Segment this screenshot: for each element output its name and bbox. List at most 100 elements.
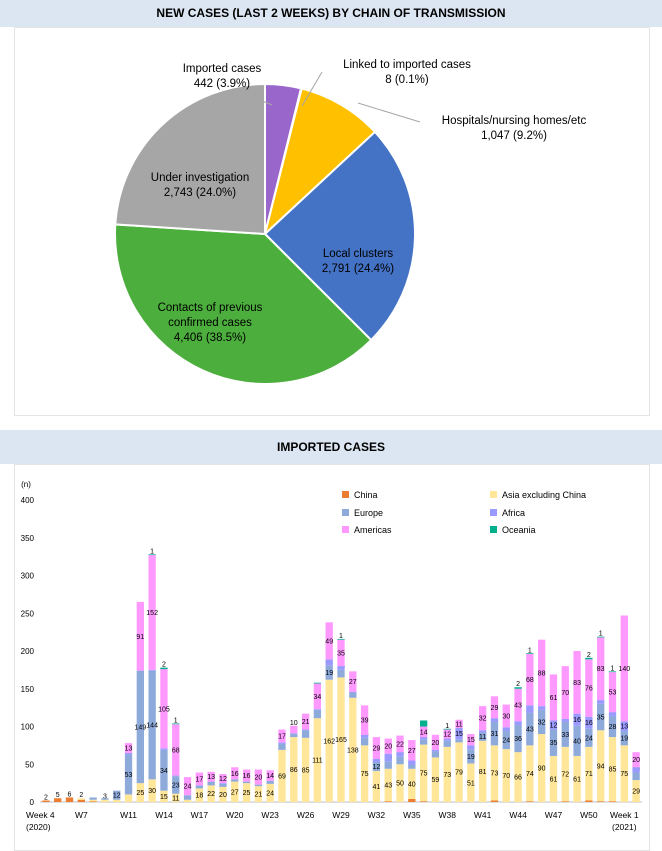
bar-segment-asia-excluding-china [77, 798, 85, 800]
bar-segment-africa [526, 705, 534, 713]
bar-segment-americas [301, 713, 310, 730]
bar-segment-africa [443, 738, 451, 741]
bar-segment-oceania [514, 687, 522, 689]
bar-segment-europe [455, 739, 463, 743]
bar-segment-asia-excluding-china [573, 755, 581, 802]
bar-data-label: 75 [620, 771, 628, 778]
bar-segment-americas [136, 601, 144, 671]
bar-segment-africa [585, 716, 593, 729]
legend-swatch-asia-excluding-china [490, 491, 497, 498]
bar-data-label: 1 [445, 723, 449, 730]
bar-segment-oceania [608, 671, 617, 673]
bar-segment-africa [396, 752, 404, 757]
pie-label-contacts-of-previous: Contacts of previous [158, 302, 263, 314]
bar-segment-europe [113, 790, 121, 800]
bar-segment-africa [172, 775, 180, 777]
bar-segment-europe [478, 732, 487, 741]
bar-segment-americas [278, 729, 286, 743]
bar-data-label: 1 [599, 631, 603, 638]
bar-segment-europe [325, 665, 333, 680]
pie-chart: Imported cases 442 (3.9%) Linked to import… [114, 59, 586, 385]
bar-segment-africa [325, 659, 333, 666]
bar-data-label: 1 [611, 665, 615, 672]
bar-segment-americas [242, 769, 251, 782]
pie-value-local-clusters: 2,791 (24.4%) [322, 263, 394, 275]
bar-segment-europe [337, 669, 345, 678]
legend-label-americas: Americas [354, 525, 392, 535]
bar-segment-asia-excluding-china [455, 742, 463, 802]
x-tick-label: W32 [368, 810, 386, 820]
bar-segment-americas [467, 734, 475, 746]
bar-segment-americas [325, 622, 333, 660]
bar-data-label: 61 [573, 776, 581, 783]
bar-segment-asia-excluding-china [183, 799, 192, 802]
bar-data-label: 32 [479, 716, 487, 723]
pie-value-imported-cases: 442 (3.9%) [194, 78, 250, 90]
bar-segment-asia-excluding-china [360, 745, 369, 803]
bar-segment-africa [301, 729, 310, 731]
bar-data-label: 83 [573, 680, 581, 687]
bar-data-label: 34 [160, 768, 168, 775]
bar-data-label: 49 [325, 638, 333, 645]
bar-data-label: 162 [323, 738, 335, 745]
pie-label-local-clusters: Local clusters [323, 248, 394, 260]
y-axis-unit: (n) [21, 480, 31, 489]
bar-data-label: 43 [526, 727, 534, 734]
bar-segment-asia-excluding-china [301, 737, 310, 802]
bar-segment-asia-excluding-china [443, 746, 451, 802]
bar-data-label: 75 [420, 770, 428, 777]
bar-data-label: 2 [162, 662, 166, 669]
bar-segment-africa [372, 758, 381, 762]
bar-segment-europe [526, 712, 534, 746]
bar-segment-asia-excluding-china [219, 786, 227, 802]
bar-segment-europe [360, 737, 369, 746]
y-tick-label: 50 [25, 760, 34, 769]
bar-segment-americas [585, 659, 593, 717]
legend-label-africa: Africa [502, 508, 525, 518]
y-tick-label: 150 [21, 685, 35, 694]
bar-data-label: 19 [325, 670, 333, 677]
bar-data-label: 50 [396, 781, 404, 788]
bar-data-label: 43 [384, 783, 392, 790]
bar-segment-africa [360, 734, 369, 738]
bar-data-label: 22 [396, 741, 404, 748]
bar-segment-americas [254, 769, 263, 785]
bar-segment-oceania [419, 720, 428, 727]
bar-data-label: 32 [538, 719, 546, 726]
bar-segment-americas [526, 654, 534, 706]
bar-segment-asia-excluding-china [384, 768, 392, 802]
bar-segment-china [42, 800, 50, 802]
bar-data-label: 41 [373, 784, 381, 791]
x-tick-label: W47 [545, 810, 563, 820]
bar-segment-china [54, 798, 62, 802]
bar-segment-asia-excluding-china [266, 783, 274, 802]
legend-swatch-americas [342, 526, 349, 533]
bar-segment-americas [549, 674, 558, 721]
bar-data-label: 53 [125, 772, 133, 779]
bar-data-label: 79 [455, 770, 463, 777]
bar-data-label: 53 [609, 690, 617, 697]
bar-data-label: 88 [538, 670, 546, 677]
bar-segment-china [585, 800, 593, 802]
bar-segment-europe [313, 709, 322, 719]
bar-data-label: 68 [526, 677, 534, 684]
bar-data-label: 61 [550, 776, 558, 783]
pie-label-linked-to-imported: Linked to imported cases [343, 59, 471, 71]
legend-label-china: China [354, 490, 378, 500]
bar-segment-asia-excluding-china [148, 779, 156, 802]
bar-data-label: 21 [254, 792, 262, 799]
bar-segment-oceania [313, 682, 322, 684]
bar-data-label: 72 [561, 772, 569, 779]
bar-segment-americas [408, 740, 416, 761]
bar-data-label: 70 [561, 690, 569, 697]
bar-data-label: 66 [514, 775, 522, 782]
bar-segment-europe [419, 739, 428, 745]
bar-segment-africa [538, 706, 546, 710]
bar-segment-americas [502, 704, 510, 728]
bar-data-label: 73 [491, 770, 499, 777]
x-tick-label: W35 [403, 810, 421, 820]
bar-data-label: 16 [573, 717, 581, 724]
bar-segment-europe [443, 740, 451, 747]
bar-segment-china [89, 801, 97, 802]
bar-segment-europe [514, 724, 522, 753]
